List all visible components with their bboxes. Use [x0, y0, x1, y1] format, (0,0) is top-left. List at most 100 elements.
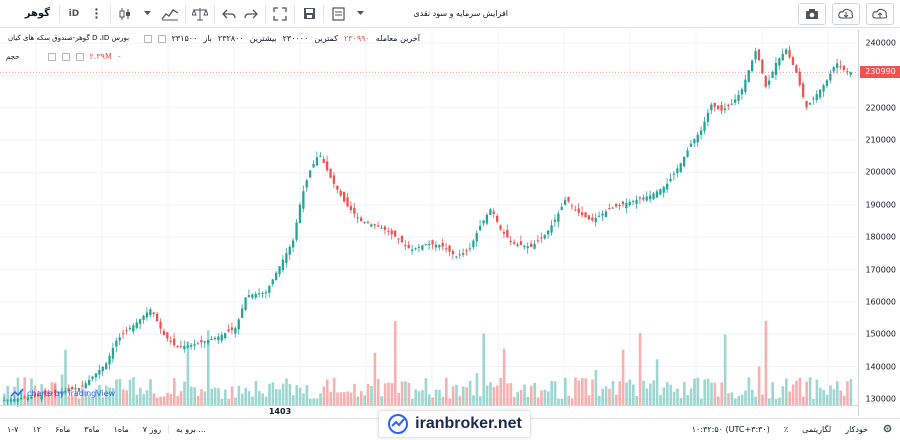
candle-body	[43, 391, 47, 395]
percent-toggle[interactable]: ٪	[783, 425, 789, 434]
price-tick-label: 190000	[865, 200, 896, 210]
candle-body	[669, 178, 672, 182]
price-tick-label: 180000	[865, 232, 896, 242]
auto-toggle[interactable]: خودکار	[845, 425, 868, 434]
volume-bar	[499, 377, 502, 405]
interval-button[interactable]: iD	[63, 3, 85, 25]
candle-body	[533, 243, 536, 249]
candle-body	[791, 57, 795, 65]
candle-body	[356, 217, 359, 219]
candle-body	[591, 217, 594, 221]
candle-body	[400, 235, 404, 243]
chevron-down-icon[interactable]	[136, 3, 158, 25]
cloud-download-icon[interactable]	[832, 3, 860, 25]
volume-hide-icon[interactable]	[61, 52, 70, 61]
volume-bar	[513, 396, 516, 405]
volume-bar	[700, 398, 703, 405]
candle-style-icon[interactable]	[114, 3, 136, 25]
volume-bar	[30, 378, 33, 405]
candle-body	[795, 65, 798, 73]
candle-body	[275, 272, 278, 281]
volume-bar	[118, 378, 122, 405]
candle-body	[241, 308, 244, 318]
camera-icon[interactable]	[798, 3, 826, 25]
candle-body	[516, 244, 519, 247]
candle-body	[166, 332, 169, 339]
compare-scale-icon[interactable]	[189, 3, 211, 25]
candle-body	[757, 49, 761, 61]
volume-bar	[285, 378, 288, 405]
tradingview-watermark[interactable]: charts by TradingView	[10, 388, 115, 398]
volume-bar	[703, 379, 706, 405]
symbol-search-button[interactable]: گوهر	[0, 3, 56, 25]
volume-bar	[822, 389, 825, 405]
candle-body	[611, 207, 614, 209]
chevron-down-icon[interactable]	[349, 3, 371, 25]
range-button-6m[interactable]: ۶ماه	[55, 425, 71, 434]
candle-body	[200, 339, 203, 343]
range-button-2[interactable]: ۱۲	[32, 425, 42, 434]
candle-body	[496, 215, 499, 222]
candle-body	[115, 340, 118, 347]
volume-bar	[581, 378, 584, 405]
candle-body	[26, 397, 30, 400]
candle-body	[526, 246, 529, 249]
candle-body	[730, 103, 733, 105]
indicators-icon[interactable]	[158, 3, 182, 25]
candle-body	[84, 383, 87, 389]
candle-body	[156, 313, 159, 322]
candle-body	[489, 209, 492, 215]
volume-bar	[679, 397, 683, 405]
study-template-dropdown[interactable]: افزایش سرمایه و سود نقدی	[371, 3, 511, 25]
candle-body	[390, 230, 393, 235]
range-button-3m[interactable]: ۳ماه	[84, 425, 100, 434]
candle-body	[319, 155, 322, 157]
fullscreen-icon[interactable]	[269, 3, 291, 25]
volume-bar	[502, 348, 506, 405]
candle-body	[465, 250, 468, 252]
candle-body	[13, 399, 16, 402]
price-axis[interactable]: 2400002300002200002100002000001900001800…	[858, 30, 900, 416]
volume-bar	[26, 395, 30, 405]
volume-bar	[417, 391, 421, 405]
redo-icon[interactable]	[240, 3, 262, 25]
more-icon[interactable]	[85, 3, 107, 25]
layout-load-icon[interactable]	[327, 3, 349, 25]
volume-bar	[305, 385, 309, 405]
time-axis[interactable]: 1403	[0, 405, 858, 417]
undo-icon[interactable]	[218, 3, 240, 25]
volume-bar	[618, 381, 621, 405]
log-toggle[interactable]: لگاریتمی	[802, 425, 832, 434]
volume-bar	[404, 381, 407, 405]
volume-close-icon[interactable]	[75, 52, 84, 61]
volume-bar	[601, 388, 604, 405]
candle-body	[139, 319, 142, 324]
range-button-1m[interactable]: ۱ماه	[113, 425, 129, 434]
legend-title-row: بورس D ،ID گوهر-صندوق سکه های کیان	[8, 34, 129, 42]
legend-settings-icon[interactable]	[143, 34, 152, 43]
volume-bar	[264, 396, 268, 405]
iranbroker-brand-badge[interactable]: iranbroker.net	[378, 410, 531, 438]
candle-body	[431, 240, 434, 245]
volume-bar	[332, 377, 336, 405]
save-icon[interactable]	[298, 3, 320, 25]
legend-hide-icon[interactable]	[157, 34, 166, 43]
cloud-upload-icon[interactable]	[866, 3, 894, 25]
candle-body	[543, 235, 546, 239]
range-button-7d[interactable]: ۷ روز	[142, 425, 162, 434]
last-price-tag: 230990	[860, 66, 900, 79]
volume-bar	[815, 379, 819, 405]
volume-bar	[842, 395, 846, 405]
volume-bar	[740, 394, 744, 405]
range-button-1[interactable]: ۱-۷	[7, 425, 19, 434]
volume-bar	[846, 381, 849, 405]
settings-gear-icon[interactable]	[875, 423, 900, 436]
volume-settings-icon[interactable]	[47, 52, 56, 61]
volume-bar	[298, 387, 302, 405]
volume-bar	[526, 397, 530, 405]
volume-bar	[111, 388, 115, 405]
goto-date-button[interactable]: برو به ...	[168, 425, 213, 434]
candle-body	[71, 386, 74, 390]
volume-bar	[54, 382, 57, 405]
chart-plot-area[interactable]	[0, 30, 858, 416]
